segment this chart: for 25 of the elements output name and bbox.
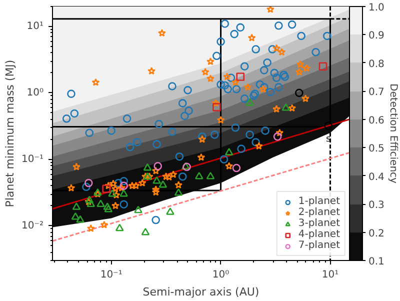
legend-label: 7-planet [298, 240, 340, 251]
color-bar-label: 0.4 [368, 172, 384, 183]
color-bar-label: 0.7 [368, 87, 384, 98]
legend-label: 3-planet [298, 218, 340, 229]
y-tick-label: 10⁻² [21, 220, 44, 232]
y-tick-label: 10¹ [26, 20, 44, 32]
y-tick-label: 10⁻¹ [21, 154, 44, 165]
color-bar-label: 0.2 [368, 228, 384, 240]
legend-label: 1-planet [298, 196, 340, 207]
y-tick-label: 10⁰ [26, 87, 44, 98]
color-bar-title: Detection Efficiency [388, 84, 398, 184]
x-axis-title: Semi-major axis (AU) [142, 286, 260, 298]
y-axis-title: Planet minimum mass (MJ) [3, 60, 16, 208]
color-bar-label: 0.9 [368, 30, 384, 42]
x-tick-label: 10⁻¹ [100, 270, 122, 280]
color-bar-label: 0.8 [368, 58, 384, 70]
x-tick-label: 10⁰ [212, 270, 230, 280]
x-tick-label: 10¹ [322, 270, 339, 280]
color-bar-label: 1.0 [368, 2, 384, 14]
legend-label: 4-planet [298, 229, 340, 240]
color-bar-label: 0.5 [368, 144, 384, 155]
color-bar-label: 0.3 [368, 200, 384, 212]
legend-label: 2-planet [298, 207, 340, 218]
color-bar-label: 0.6 [368, 115, 384, 126]
color-bar-label: 0.1 [368, 256, 384, 268]
